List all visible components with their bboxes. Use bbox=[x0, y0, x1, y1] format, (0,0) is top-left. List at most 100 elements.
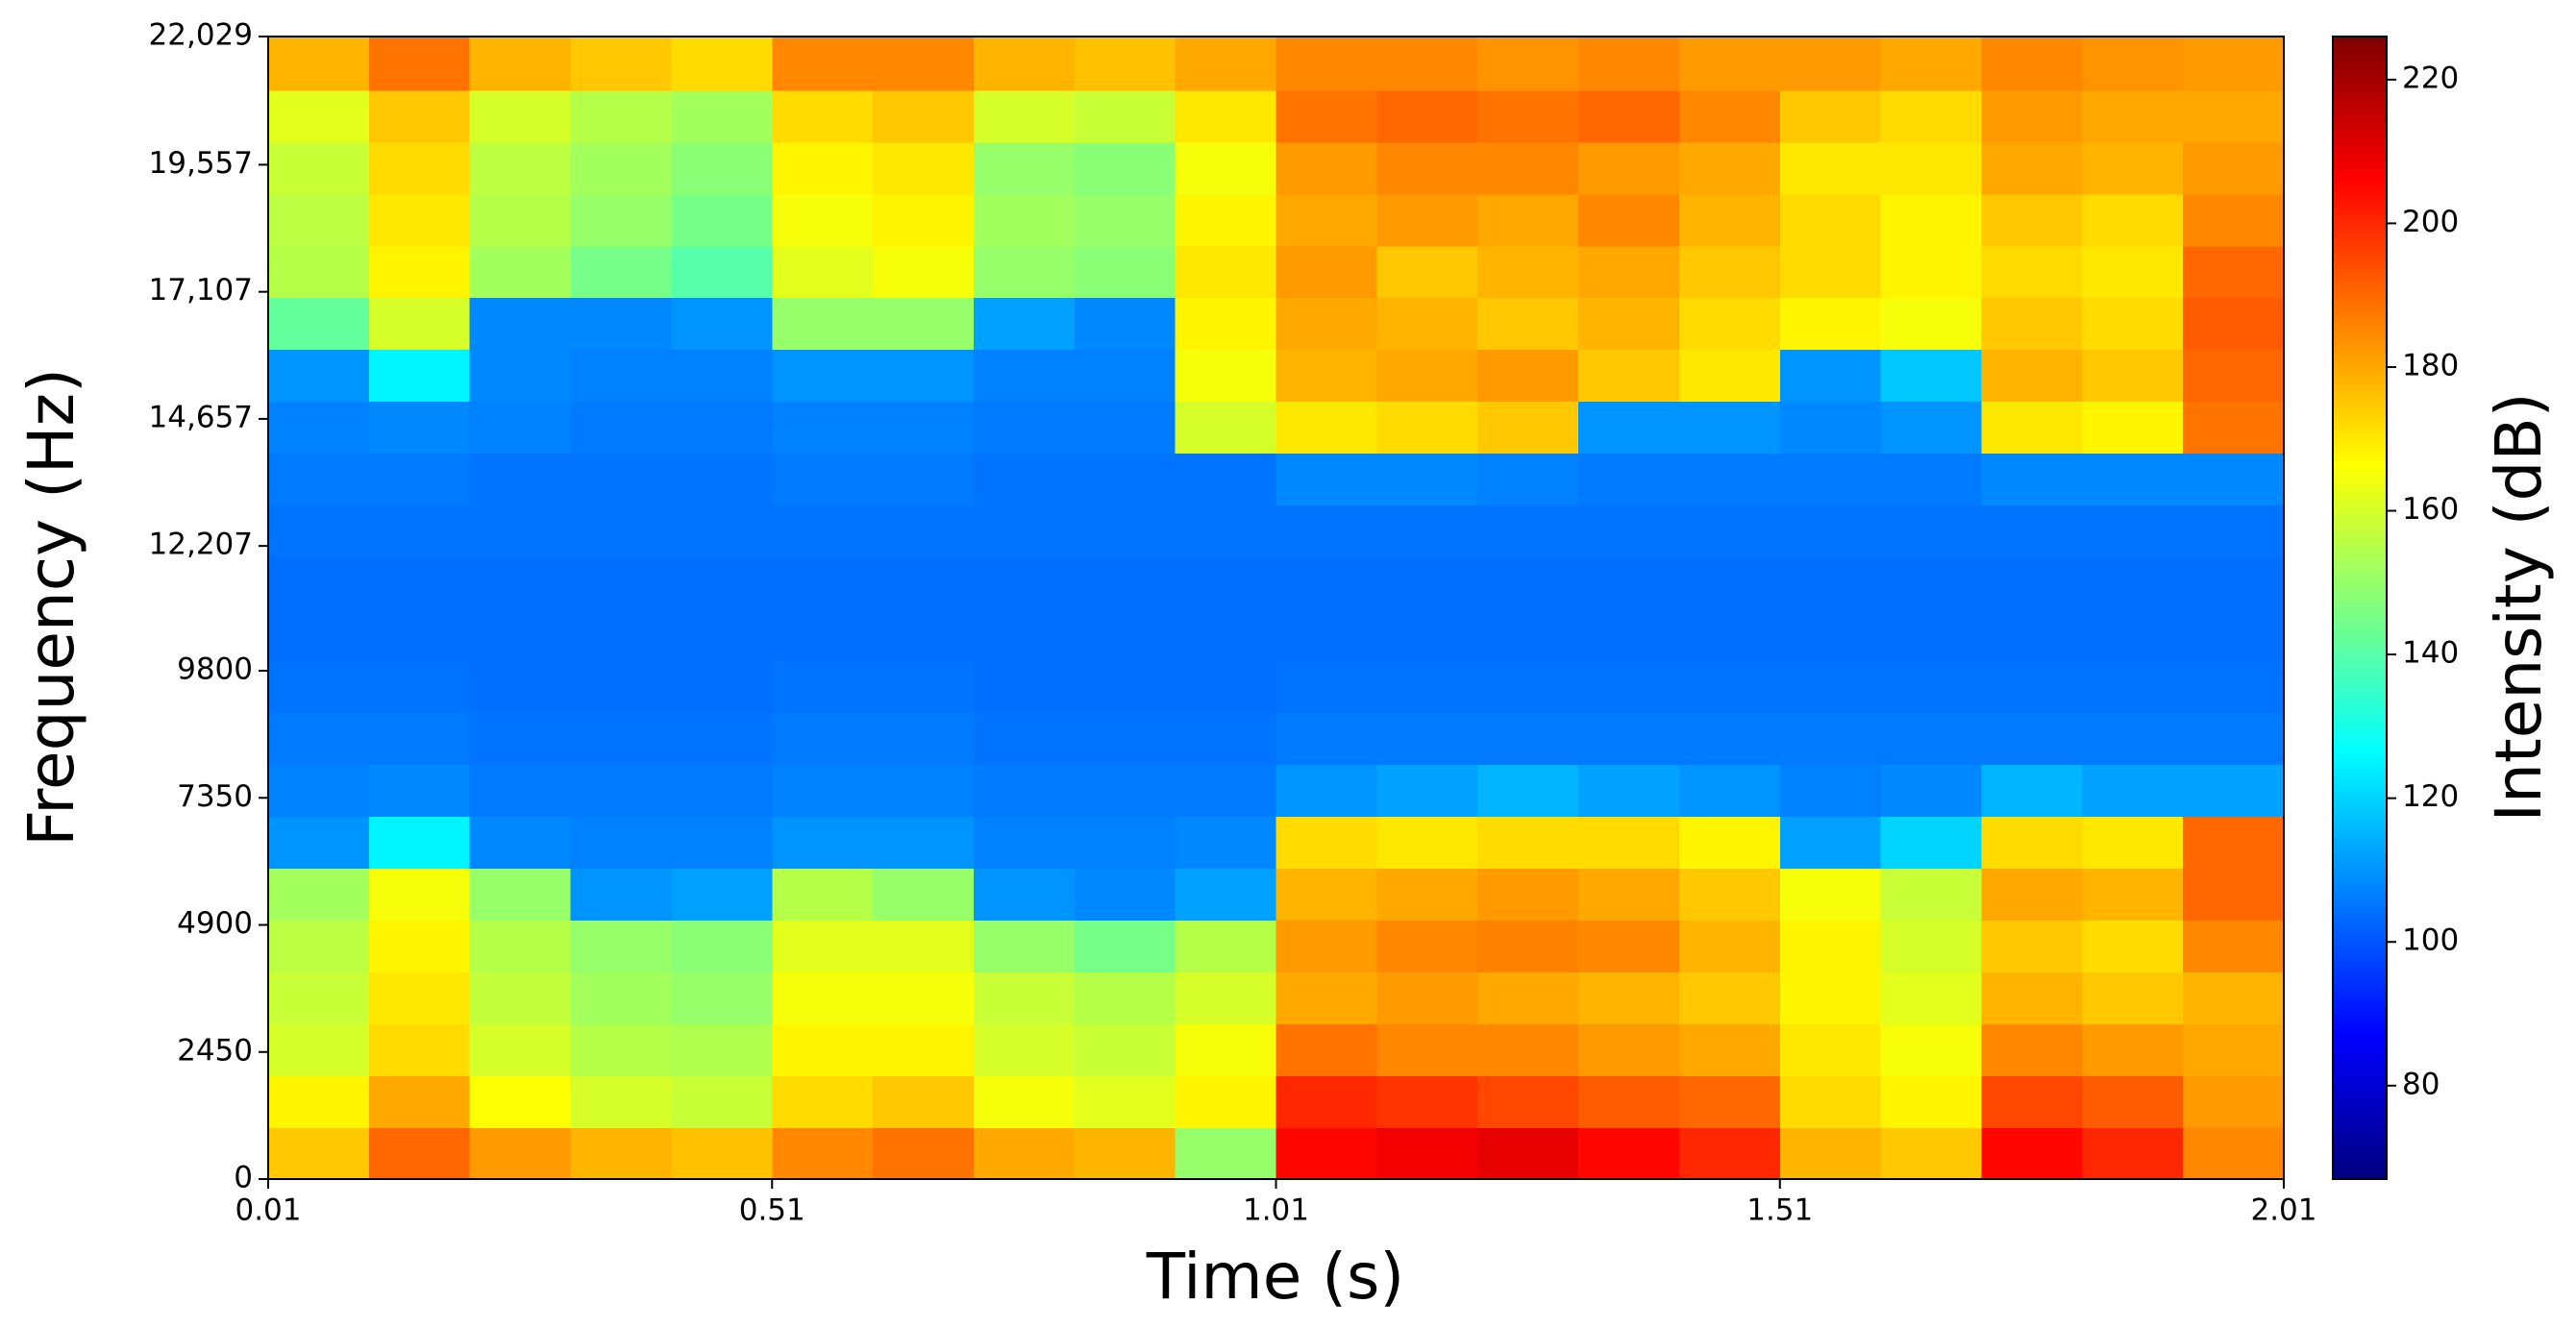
cell bbox=[1477, 245, 1579, 299]
cell bbox=[873, 89, 975, 143]
cell bbox=[1981, 608, 2084, 662]
cell bbox=[1175, 245, 1277, 299]
cell bbox=[368, 37, 471, 91]
cell bbox=[1880, 660, 1983, 714]
cell bbox=[772, 1075, 874, 1128]
cell bbox=[1276, 37, 1378, 91]
cell bbox=[1678, 504, 1781, 558]
cell bbox=[1376, 453, 1478, 506]
cell bbox=[2183, 1127, 2285, 1180]
cell bbox=[368, 712, 471, 766]
cell bbox=[1779, 89, 1882, 143]
cell bbox=[1678, 349, 1781, 403]
cell bbox=[1276, 971, 1378, 1024]
cell bbox=[1477, 141, 1579, 195]
cell bbox=[2183, 193, 2285, 247]
cell bbox=[368, 89, 471, 143]
cell bbox=[268, 868, 370, 921]
cell bbox=[2082, 712, 2184, 766]
cell bbox=[1074, 401, 1177, 455]
cell bbox=[973, 37, 1076, 91]
cell bbox=[1880, 193, 1983, 247]
cell bbox=[1477, 1075, 1579, 1128]
cell bbox=[469, 245, 572, 299]
cell bbox=[1477, 349, 1579, 403]
cell bbox=[570, 1127, 673, 1180]
cell bbox=[1074, 1023, 1177, 1076]
cell bbox=[973, 141, 1076, 195]
cell bbox=[1578, 920, 1680, 972]
cell bbox=[268, 349, 370, 403]
y-tick-label: 2450 bbox=[177, 1033, 253, 1068]
cell bbox=[469, 660, 572, 714]
cell bbox=[973, 1075, 1076, 1128]
cell bbox=[1981, 1075, 2084, 1128]
cell bbox=[1376, 37, 1478, 91]
cell bbox=[570, 453, 673, 506]
y-tick-label: 0 bbox=[234, 1161, 253, 1195]
cell bbox=[469, 868, 572, 921]
cell bbox=[368, 453, 471, 506]
cell bbox=[1074, 453, 1177, 506]
cell bbox=[570, 1075, 673, 1128]
cell bbox=[873, 868, 975, 921]
cell bbox=[1175, 37, 1277, 91]
cell bbox=[570, 401, 673, 455]
cell bbox=[772, 712, 874, 766]
heatmap bbox=[268, 37, 2285, 1180]
cell bbox=[268, 971, 370, 1024]
cell bbox=[1376, 297, 1478, 351]
cell bbox=[1779, 764, 1882, 817]
cell bbox=[368, 1075, 471, 1128]
cell bbox=[1981, 297, 2084, 351]
cell bbox=[1477, 297, 1579, 351]
cell bbox=[368, 349, 471, 403]
cell bbox=[1376, 764, 1478, 817]
cell bbox=[1477, 556, 1579, 610]
cell bbox=[1276, 868, 1378, 921]
cell bbox=[973, 1127, 1076, 1180]
cell bbox=[1678, 401, 1781, 455]
cell bbox=[671, 971, 774, 1024]
cell bbox=[873, 608, 975, 662]
cell bbox=[1175, 920, 1277, 972]
cell bbox=[873, 193, 975, 247]
cell bbox=[1578, 89, 1680, 143]
cell bbox=[1376, 504, 1478, 558]
cell bbox=[973, 556, 1076, 610]
cell bbox=[1276, 297, 1378, 351]
cell bbox=[873, 660, 975, 714]
cell bbox=[973, 712, 1076, 766]
cell bbox=[1376, 971, 1478, 1024]
x-tick-label: 0.01 bbox=[235, 1193, 301, 1228]
x-tick-label: 1.51 bbox=[1746, 1193, 1813, 1228]
cell bbox=[1276, 1023, 1378, 1076]
cell bbox=[873, 712, 975, 766]
cell bbox=[1175, 193, 1277, 247]
cell bbox=[1074, 1127, 1177, 1180]
cell bbox=[1880, 816, 1983, 869]
cell bbox=[570, 920, 673, 972]
cell bbox=[873, 1023, 975, 1076]
cell bbox=[671, 868, 774, 921]
cell bbox=[1074, 712, 1177, 766]
cell bbox=[2082, 297, 2184, 351]
cell bbox=[1981, 504, 2084, 558]
cell bbox=[2082, 556, 2184, 610]
cell bbox=[570, 971, 673, 1024]
cell bbox=[1477, 868, 1579, 921]
cell bbox=[368, 608, 471, 662]
cell bbox=[1779, 660, 1882, 714]
colorbar-tick-label: 180 bbox=[2402, 348, 2459, 382]
cell bbox=[268, 89, 370, 143]
cell bbox=[469, 1127, 572, 1180]
cell bbox=[2183, 660, 2285, 714]
cell bbox=[1175, 297, 1277, 351]
cell bbox=[368, 245, 471, 299]
cell bbox=[469, 297, 572, 351]
cell bbox=[1678, 1127, 1781, 1180]
cell bbox=[671, 141, 774, 195]
cell bbox=[671, 1075, 774, 1128]
cell bbox=[1880, 401, 1983, 455]
cell bbox=[1175, 453, 1277, 506]
